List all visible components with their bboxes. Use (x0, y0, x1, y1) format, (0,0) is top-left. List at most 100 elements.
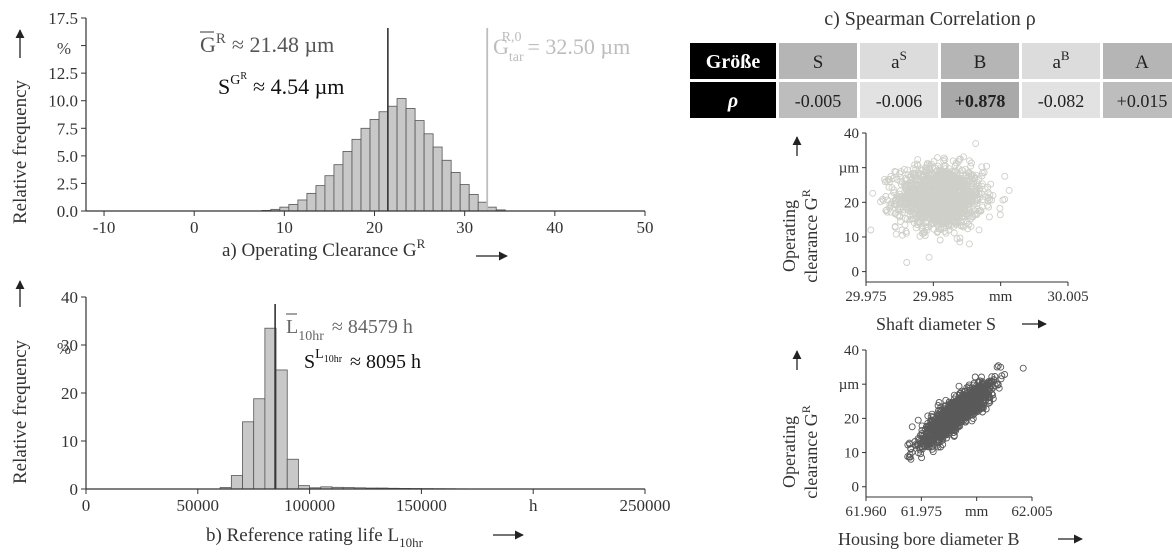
histogram-bar (360, 127, 371, 212)
scatter-point (960, 153, 967, 161)
scatter-point (961, 186, 969, 194)
scatter-point (979, 180, 986, 188)
scatter-point (937, 180, 945, 188)
y-tick-label: 0 (70, 480, 79, 499)
scatter-point (924, 412, 932, 420)
scatter-point (997, 363, 1005, 371)
scatter-point (913, 199, 920, 207)
scatter-point (950, 423, 958, 431)
scatter-point (909, 211, 917, 219)
scatter-point (945, 409, 953, 417)
scatter-point (897, 173, 905, 181)
histogram-bar (369, 119, 380, 212)
scatter-point (938, 414, 946, 422)
y-tick-label: 12.5 (48, 64, 78, 83)
y-axis-label-e-1: Operating (779, 416, 799, 488)
scatter-point (988, 373, 996, 381)
scatter-point (950, 199, 958, 207)
scatter-point (970, 384, 978, 392)
x-tick-label: 61.975 (901, 504, 942, 520)
y-axis-label-a: Relative frequency (10, 79, 31, 224)
histogram-bar (286, 458, 299, 490)
scatter-point (936, 205, 944, 213)
histogram-bar (288, 203, 299, 212)
table-row-label-cell (690, 82, 776, 118)
scatter-point (913, 176, 921, 184)
histogram-bar (423, 133, 434, 212)
table-header-cell (860, 43, 938, 79)
scatter-point (923, 189, 931, 197)
histogram-operating-clearance: -10 0 10 20 30 40 50 0.0 2.5 5.0 7.5 10.0 12.5 17.5 R… (10, 9, 654, 261)
scatter-point (955, 410, 962, 418)
scatter-point (918, 454, 926, 462)
y-tick-label: 10.0 (48, 92, 78, 111)
scatter-point (979, 388, 987, 396)
scatter-point (938, 433, 946, 441)
scatter-point (985, 377, 993, 385)
scatter-point (953, 409, 961, 417)
y-tick-label: 17.5 (48, 9, 78, 28)
axes-d (865, 133, 1068, 283)
scatter-point (923, 201, 931, 209)
scatter-point (957, 394, 965, 402)
scatter-point (923, 159, 931, 167)
histogram-bar (405, 108, 416, 212)
y-unit-b: % (57, 339, 71, 358)
scatter-point (906, 211, 914, 219)
std-annotation-b: SL10hr ≈ 8095 h (304, 347, 421, 373)
scatter-d-points (867, 140, 1013, 266)
histogram-bar (414, 120, 425, 212)
scatter-point (958, 405, 966, 413)
histogram-bar (242, 421, 255, 490)
ticks-d: 29.975 29.985 mm 30.005 0 10 20 µm 40 (839, 126, 1089, 305)
table-column-header: B (974, 52, 987, 73)
scatter-point (903, 185, 910, 193)
x-tick-label: 61.960 (845, 504, 886, 520)
histogram-bar (342, 151, 353, 212)
scatter-point (966, 178, 974, 186)
scatter-point (884, 196, 891, 204)
scatter-point (920, 438, 928, 446)
scatter-point (973, 392, 980, 400)
table-column-header: S (813, 52, 824, 73)
scatter-point (975, 226, 983, 234)
y-unit-a: % (57, 39, 71, 58)
scatter-point (950, 229, 958, 237)
histogram-bar (333, 164, 344, 212)
scatter-point (980, 397, 988, 405)
scatter-point (932, 427, 940, 435)
scatter-point (983, 162, 991, 170)
scatter-point (931, 217, 939, 225)
histogram-bar (432, 146, 443, 212)
scatter-point (946, 186, 954, 194)
scatter-point (923, 196, 931, 204)
y-tick-label: 40 (844, 343, 859, 359)
axes-a (85, 18, 645, 212)
scatter-point (934, 402, 942, 409)
histogram-bar (477, 201, 488, 212)
scatter-point (930, 225, 938, 233)
scatter-point (957, 389, 964, 397)
y-tick-label: 10 (844, 446, 859, 462)
scatter-point (892, 230, 900, 238)
scatter-point (931, 182, 939, 190)
scatter-point (911, 169, 919, 177)
x-axis-label-e: Housing bore diameter B (838, 529, 1019, 549)
table-value-cell (860, 82, 938, 118)
scatter-point (941, 227, 949, 235)
x-tick-label: 150000 (396, 496, 447, 515)
table-header-cell (1103, 43, 1172, 79)
scatter-point (910, 165, 917, 173)
y-tick-label: 20 (844, 195, 859, 211)
scatter-point (949, 429, 957, 437)
x-tick-label: -10 (93, 218, 116, 237)
scatter-point (945, 198, 953, 205)
scatter-point (915, 175, 923, 183)
scatter-point (886, 178, 894, 186)
scatter-point (910, 219, 918, 227)
x-tick-label: 100000 (284, 496, 335, 515)
scatter-point (949, 218, 957, 225)
scatter-point (951, 191, 959, 199)
table-value: -0.006 (876, 91, 923, 111)
